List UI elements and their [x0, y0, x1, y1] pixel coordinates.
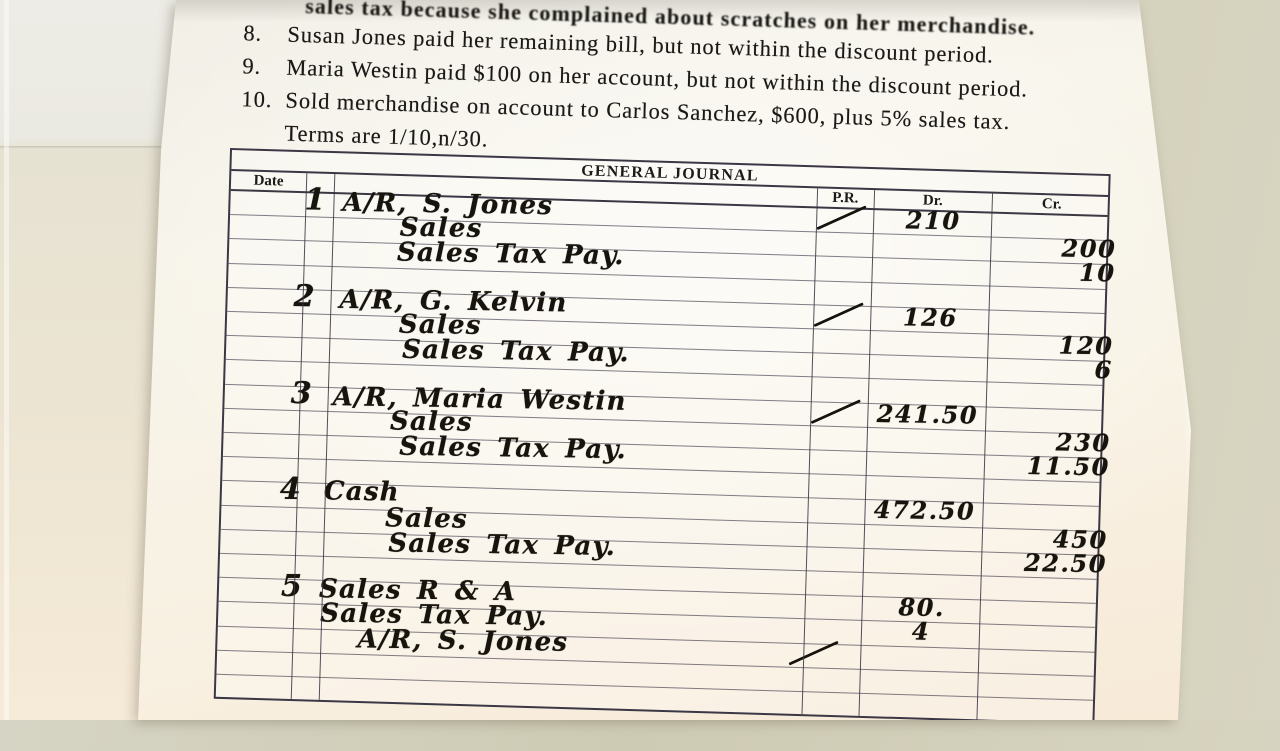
instruction-list: 8. Susan Jones paid her remaining bill, … [240, 20, 1183, 173]
account-name: Cash [324, 479, 400, 506]
account-name: Sales Tax Pay. [399, 434, 627, 464]
account-name: Sales Tax Pay. [402, 337, 630, 367]
posting-reference-checkmark [788, 640, 838, 665]
entry-number: 1 [304, 185, 325, 215]
account-name: Sales Tax Pay. [388, 530, 616, 560]
item-number: 10. [241, 86, 286, 113]
account-name: A/R, Maria Westin [333, 384, 627, 415]
credit-amount: 11.50 [980, 453, 1110, 479]
posting-reference-checkmark [816, 205, 866, 230]
photographed-worksheet-scene: sales tax because she complained about s… [0, 0, 1280, 720]
credit-amount: 10 [986, 260, 1116, 286]
credit-amount: 6 [983, 356, 1113, 382]
debit-amount: 126 [872, 305, 988, 331]
credit-amount: 22.50 [977, 550, 1107, 576]
paper-shadow-wrap: sales tax because she complained about s… [0, 0, 1280, 720]
debit-amount: 4 [863, 619, 979, 645]
debit-amount: 210 [875, 208, 991, 234]
item-number: 8. [243, 20, 288, 47]
account-name: A/R, S. Jones [357, 626, 568, 655]
posting-reference-checkmark [813, 302, 863, 327]
account-name: Sales Tax Pay. [397, 240, 625, 270]
debit-amount: 472.50 [866, 498, 982, 524]
item-number: 9. [242, 53, 287, 80]
worksheet-paper: sales tax because she complained about s… [0, 0, 1280, 720]
entry-number: 5 [281, 572, 302, 602]
posting-reference-checkmark [811, 399, 861, 424]
debit-amount: 241.50 [869, 401, 985, 427]
